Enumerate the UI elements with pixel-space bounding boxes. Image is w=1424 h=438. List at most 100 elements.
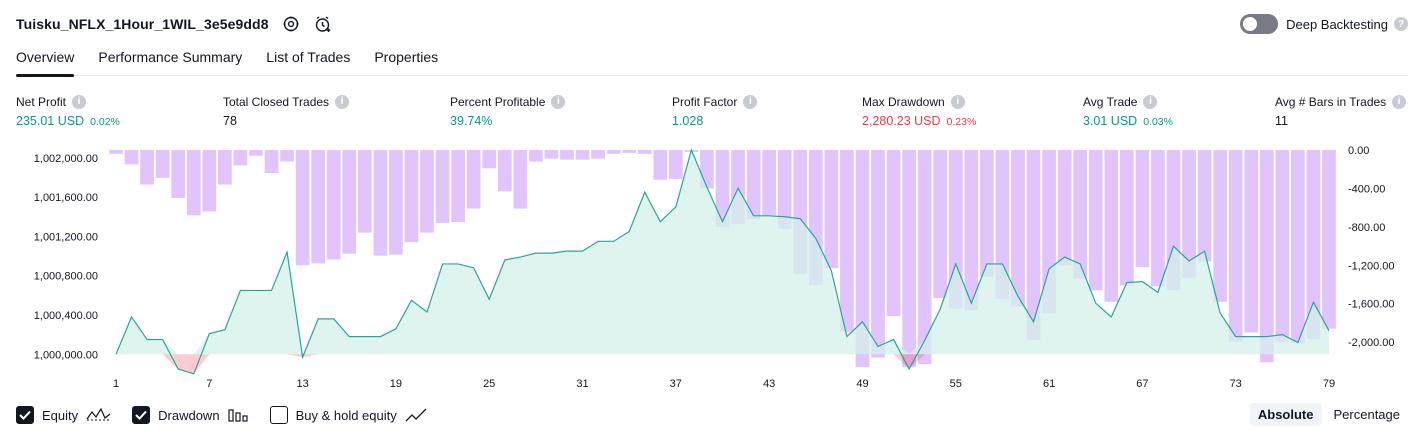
stat-avg-trade: Avg Trade i 3.01 USD 0.03% — [1083, 94, 1173, 129]
drawdown-bar — [389, 150, 403, 255]
equity-drawdown-chart[interactable]: 1,002,000.00 1,001,600.00 1,001,200.00 1,00… — [0, 140, 1424, 395]
stat-max-drawdown: Max Drawdown i 2,280.23 USD 0.23% — [862, 94, 976, 129]
drawdown-bar — [980, 150, 994, 277]
left-axis-tick-label: 1,000,800.00 — [34, 271, 98, 283]
equity-label: Equity — [42, 407, 79, 423]
drawdown-bar — [186, 150, 201, 216]
drawdown-bar — [140, 150, 154, 185]
stat-avg-bars-in-trades: Avg # Bars in Trades i 11 — [1275, 94, 1407, 129]
stat-value: 2,280.23 USD — [862, 114, 941, 128]
tab-overview[interactable]: Overview — [16, 48, 75, 77]
drawdown-bar — [948, 150, 963, 309]
deep-backtesting-info-icon[interactable]: ? — [1394, 17, 1408, 31]
equity-toggle[interactable]: Equity — [16, 406, 112, 424]
stat-value: 11 — [1275, 114, 1288, 128]
drawdown-bar — [560, 150, 574, 160]
buyhold-toggle[interactable]: Buy & hold equity — [269, 406, 429, 424]
report-header: Tuisku_NFLX_1Hour_1WIL_3e5e9dd8 Deep Bac… — [16, 12, 1408, 36]
drawdown-bar — [715, 150, 730, 227]
right-axis-tick-label: 0.00 — [1348, 145, 1369, 157]
drawdown-bar — [669, 150, 683, 179]
deep-backtesting-toggle[interactable] — [1240, 14, 1279, 34]
info-icon[interactable]: i — [1392, 94, 1407, 109]
x-axis-tick-label: 31 — [576, 378, 588, 390]
deep-backtesting-control: Deep Backtesting ? — [1240, 12, 1408, 36]
drawdown-bar — [544, 150, 559, 159]
drawdown-bar — [435, 150, 450, 223]
drawdown-bar — [497, 150, 512, 192]
x-axis-tick-label: 61 — [1043, 378, 1055, 390]
drawdown-bar — [902, 150, 916, 368]
info-icon[interactable]: i — [551, 94, 566, 109]
drawdown-bar — [575, 150, 590, 160]
info-icon[interactable]: i — [335, 94, 350, 109]
stat-label: Avg Trade — [1083, 94, 1138, 109]
stat-label: Net Profit — [16, 94, 67, 109]
x-axis-tick-label: 37 — [670, 378, 682, 390]
drawdown-bar — [886, 150, 901, 317]
equity-line — [115, 148, 1330, 375]
stat-label: Profit Factor — [672, 94, 738, 109]
right-axis-tick-label: -1,600.00 — [1348, 299, 1394, 311]
add-alert-clock-icon[interactable] — [313, 14, 333, 34]
stat-net-profit: Net Profit i 235.01 USD 0.02% — [16, 94, 120, 129]
x-axis-tick-label: 25 — [483, 378, 495, 390]
x-axis-tick-label: 1 — [113, 378, 119, 390]
tab-properties[interactable]: Properties — [374, 49, 439, 65]
info-icon[interactable]: i — [1143, 94, 1158, 109]
left-axis-tick-label: 1,000,000.00 — [34, 349, 98, 361]
drawdown-bar — [280, 150, 294, 162]
x-axis-tick-label: 7 — [206, 378, 212, 390]
drawdown-bar — [1306, 150, 1321, 340]
drawdown-bar — [264, 150, 279, 174]
left-axis-tick-label: 1,001,600.00 — [34, 192, 98, 204]
drawdown-bar — [420, 150, 434, 233]
drawdown-bar — [871, 150, 885, 358]
tab-performance-summary[interactable]: Performance Summary — [98, 49, 243, 65]
drawdown-bar — [342, 150, 357, 254]
drawdown-bar — [357, 150, 372, 233]
stat-label: Max Drawdown — [862, 94, 945, 109]
right-axis-tick-label: -1,200.00 — [1348, 260, 1394, 272]
right-axis-tick-label: -2,000.00 — [1348, 337, 1394, 349]
summary-stats: Net Profit i 235.01 USD 0.02% Total Closed… — [16, 94, 1408, 130]
right-axis-labels: 0.00 -400.00 -800.00 -1,200.00 -1,600.00 -2,0… — [1348, 145, 1394, 349]
stat-total-closed-trades: Total Closed Trades i 78 — [223, 94, 350, 129]
equity-checkbox[interactable] — [16, 406, 34, 424]
drawdown-bar — [637, 150, 652, 154]
deep-backtesting-label: Deep Backtesting — [1286, 16, 1388, 32]
drawdown-bars-icon — [227, 407, 250, 423]
drawdown-bar — [155, 150, 170, 178]
info-icon[interactable]: i — [950, 94, 965, 109]
stat-label: Total Closed Trades — [223, 94, 330, 109]
equity-area-fill — [116, 150, 1329, 355]
stat-value: 3.01 USD — [1083, 114, 1138, 128]
drawdown-bar — [1275, 150, 1290, 343]
drawdown-bar — [964, 150, 979, 311]
x-axis-labels: 1 7 13 19 25 31 37 43 49 55 61 67 73 79 — [113, 378, 1335, 390]
strategy-title: Tuisku_NFLX_1Hour_1WIL_3e5e9dd8 — [16, 16, 269, 32]
settings-gear-icon[interactable] — [281, 14, 301, 34]
drawdown-checkbox[interactable] — [132, 406, 151, 424]
x-axis-tick-label: 73 — [1230, 378, 1242, 390]
info-icon[interactable]: i — [72, 94, 87, 109]
drawdown-bar — [311, 150, 326, 264]
buyhold-checkbox[interactable] — [269, 406, 288, 424]
info-icon[interactable]: i — [743, 94, 758, 109]
left-axis-tick-label: 1,000,400.00 — [34, 310, 98, 322]
stat-percent: 0.03% — [1143, 116, 1173, 128]
drawdown-bar — [777, 150, 792, 229]
drawdown-bar — [855, 150, 870, 368]
equity-below-initial-area — [116, 354, 1329, 374]
absolute-button[interactable]: Absolute — [1249, 403, 1322, 426]
drawdown-bar — [995, 150, 1010, 299]
right-axis-tick-label: -800.00 — [1348, 222, 1385, 234]
buyhold-label: Buy & hold equity — [295, 407, 397, 423]
drawdown-bar — [171, 150, 186, 199]
percentage-button[interactable]: Percentage — [1333, 407, 1401, 422]
drawdown-toggle[interactable]: Drawdown — [132, 406, 249, 424]
tab-list-of-trades[interactable]: List of Trades — [266, 49, 351, 65]
drawdown-bar — [1197, 150, 1212, 262]
drawdown-bar — [933, 150, 948, 298]
x-axis-tick-label: 13 — [296, 378, 308, 390]
